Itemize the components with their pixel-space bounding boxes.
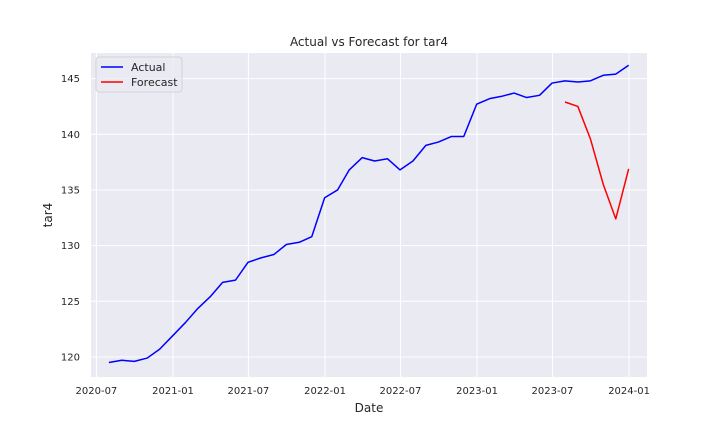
legend-label: Forecast bbox=[131, 76, 178, 89]
chart-title: Actual vs Forecast for tar4 bbox=[290, 35, 448, 49]
plot-area bbox=[91, 53, 647, 377]
x-tick-label: 2023-01 bbox=[456, 386, 498, 397]
grid bbox=[91, 53, 647, 377]
x-tick-label: 2022-07 bbox=[380, 386, 422, 397]
legend: Actual Forecast bbox=[95, 56, 183, 93]
x-tick-label: 2022-01 bbox=[304, 386, 346, 397]
tick-labels: 2020-07 2021-01 2021-07 2022-01 2022-07 2023-… bbox=[61, 74, 650, 397]
x-axis-label: Date bbox=[355, 401, 384, 415]
series-line-actual bbox=[108, 64, 630, 364]
y-tick-label: 130 bbox=[61, 241, 80, 252]
y-tick-label: 145 bbox=[61, 74, 80, 85]
x-tick-label: 2023-07 bbox=[532, 386, 574, 397]
x-tick-label: 2024-01 bbox=[608, 386, 650, 397]
y-tick-label: 125 bbox=[61, 297, 80, 308]
series-layer bbox=[108, 64, 630, 364]
legend-box bbox=[95, 56, 183, 93]
y-tick-label: 140 bbox=[61, 130, 80, 141]
legend-label: Actual bbox=[131, 61, 165, 74]
x-tick-label: 2020-07 bbox=[76, 386, 118, 397]
series-line-forecast bbox=[564, 101, 630, 220]
x-tick-label: 2021-01 bbox=[152, 386, 194, 397]
x-tick-label: 2021-07 bbox=[228, 386, 270, 397]
y-tick-label: 135 bbox=[61, 185, 80, 196]
y-axis-label: tar4 bbox=[41, 203, 55, 228]
y-tick-label: 120 bbox=[61, 352, 80, 363]
